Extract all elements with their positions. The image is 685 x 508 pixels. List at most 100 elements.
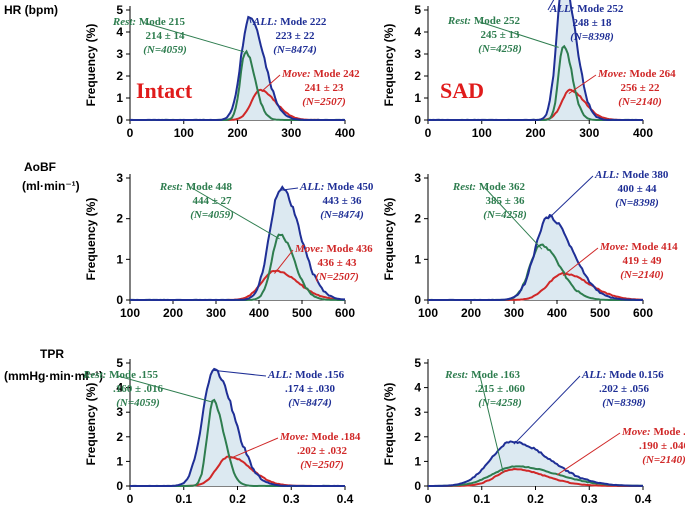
x-tick-label: 0: [425, 126, 432, 140]
annotation-stat-move: 419 ± 49: [622, 255, 662, 267]
annotation-mode-value-rest: Mode 252: [474, 15, 521, 27]
annotation-move: Move: Mode .184 .202 ± .032 (N=2507): [228, 431, 361, 471]
row-unit-1: (ml·min⁻¹): [22, 179, 80, 193]
series-line-all: [428, 440, 643, 487]
annotation-all: ALL: Mode .156 .174 ± .030 (N=8474): [213, 369, 345, 409]
annotation-mode-value-move: Mode .160: [653, 426, 685, 438]
annotation-leader-rest: [479, 21, 559, 48]
x-tick-label: 200: [461, 306, 481, 320]
annotation-mode-rest: Rest: Mode 448: [159, 181, 233, 193]
annotation-mode-value-rest: Mode 448: [186, 181, 233, 193]
annotation-leader-move: [568, 74, 597, 95]
annotation-n-move: (N=2140): [642, 454, 685, 466]
annotation-n-move: (N=2140): [620, 269, 664, 281]
x-tick-label: 500: [292, 306, 312, 320]
annotation-label-move: Move:: [294, 243, 326, 255]
annotation-mode-all: ALL: Mode .156: [267, 369, 345, 381]
annotation-mode-rest: Rest: Mode .163: [444, 369, 520, 381]
annotation-label-rest: Rest:: [444, 369, 471, 381]
annotation-leader-move: [556, 432, 621, 476]
annotation-label-all: ALL:: [252, 16, 280, 28]
annotation-n-all: (N=8474): [288, 397, 332, 409]
annotation-n-rest: (N=4059): [116, 397, 160, 409]
y-tick-label: 2: [116, 430, 123, 444]
annotation-n-rest: (N=4258): [478, 43, 522, 55]
y-tick-label: 1: [116, 252, 123, 266]
x-tick-label: 0.2: [229, 492, 246, 506]
annotation-n-move: (N=2140): [618, 96, 662, 108]
annotation-leader-rest: [484, 187, 543, 250]
annotation-move: Move: Mode 242 241 ± 23 (N=2507): [261, 68, 360, 108]
annotation-n-all: (N=8474): [273, 44, 317, 56]
annotation-mode-value-move: Mode 264: [629, 68, 676, 80]
annotation-n-all: (N=8474): [320, 209, 364, 221]
annotation-n-all: (N=8398): [615, 197, 659, 209]
x-tick-label: 300: [504, 306, 524, 320]
annotation-mode-move: Move: Mode 242: [281, 68, 360, 80]
annotation-mode-move: Move: Mode .160: [621, 426, 685, 438]
chart-tpr-sad: 0 0.1 0.2 0.3 0.4 0 1 2 3 4 5 Frequency (%) ALL: Mod…: [382, 356, 685, 506]
y-tick-label: 1: [414, 454, 421, 468]
annotation-label-rest: Rest:: [447, 15, 474, 27]
x-tick-label: 0: [127, 492, 134, 506]
y-tick-label: 2: [116, 69, 123, 83]
annotation-mode-all: ALL: Mode 380: [594, 169, 669, 181]
y-tick-label: 2: [414, 69, 421, 83]
y-tick-label: 3: [116, 405, 123, 419]
annotation-leader-rest: [144, 22, 245, 53]
group-label: Intact: [136, 78, 193, 103]
annotation-mode-move: Move: Mode 414: [599, 241, 678, 253]
annotation-stat-move: .190 ± .046: [639, 440, 685, 452]
y-axis-label: Frequency (%): [84, 24, 98, 107]
y-tick-label: 0: [116, 113, 123, 127]
annotation-stat-rest: 245 ± 13: [480, 29, 520, 41]
annotation-label-all: ALL:: [267, 369, 295, 381]
x-tick-label: 400: [633, 126, 653, 140]
annotation-n-all: (N=8398): [570, 31, 614, 43]
all-area-fill: [428, 215, 643, 300]
y-tick-label: 2: [414, 430, 421, 444]
annotation-mode-value-all: Mode 222: [280, 16, 327, 28]
y-tick-label: 3: [116, 171, 123, 185]
annotation-mode-value-all: Mode 0.156: [609, 369, 664, 381]
annotation-mode-move: Move: Mode .184: [279, 431, 361, 443]
chart-aobf-intact: 100 200 300 400 500 600 0 1 2 3 Frequency (%) ALL: …: [84, 171, 374, 320]
series-line-all: [130, 185, 345, 302]
y-tick-label: 4: [414, 25, 421, 39]
y-tick-label: 5: [414, 3, 421, 17]
annotation-n-move: (N=2507): [302, 96, 346, 108]
y-axis-label: Frequency (%): [382, 198, 396, 281]
chart-tpr-intact: 0 0.1 0.2 0.3 0.4 0 1 2 3 4 5 Frequency (%) ALL: Mod…: [82, 356, 361, 506]
y-tick-label: 1: [116, 454, 123, 468]
annotation-all: ALL: Mode 380 400 ± 44 (N=8398): [548, 169, 669, 220]
y-tick-label: 0: [414, 293, 421, 307]
x-tick-label: 0.1: [473, 492, 490, 506]
x-tick-label: 200: [525, 126, 545, 140]
annotation-move: Move: Mode .160 .190 ± .046 (N=2140): [556, 426, 685, 476]
annotation-rest: Rest: Mode .155 .160 ± .016 (N=4059): [82, 369, 214, 409]
y-tick-label: 5: [116, 3, 123, 17]
x-tick-label: 0: [127, 126, 134, 140]
annotation-mode-rest: Rest: Mode 362: [452, 181, 526, 193]
annotation-label-move: Move:: [281, 68, 313, 80]
y-axis-label: Frequency (%): [84, 383, 98, 466]
annotation-leader-all: [280, 187, 299, 191]
annotation-n-rest: (N=4258): [483, 209, 527, 221]
y-tick-label: 0: [116, 479, 123, 493]
annotation-n-rest: (N=4059): [190, 209, 234, 221]
x-tick-label: 0.4: [337, 492, 354, 506]
annotation-leader-rest: [117, 375, 214, 403]
annotation-mode-all: ALL: Mode 0.156: [581, 369, 664, 381]
annotation-label-all: ALL:: [594, 169, 622, 181]
annotation-mode-rest: Rest: Mode 215: [112, 16, 186, 28]
x-tick-label: 0.1: [175, 492, 192, 506]
annotation-mode-value-rest: Mode 215: [139, 16, 186, 28]
annotation-label-move: Move:: [597, 68, 629, 80]
annotation-label-move: Move:: [621, 426, 653, 438]
y-tick-label: 1: [414, 252, 421, 266]
x-tick-label: 400: [547, 306, 567, 320]
row-label-0: HR (bpm): [4, 3, 58, 17]
annotation-label-rest: Rest:: [452, 181, 479, 193]
x-tick-label: 100: [472, 126, 492, 140]
y-tick-label: 5: [414, 356, 421, 370]
